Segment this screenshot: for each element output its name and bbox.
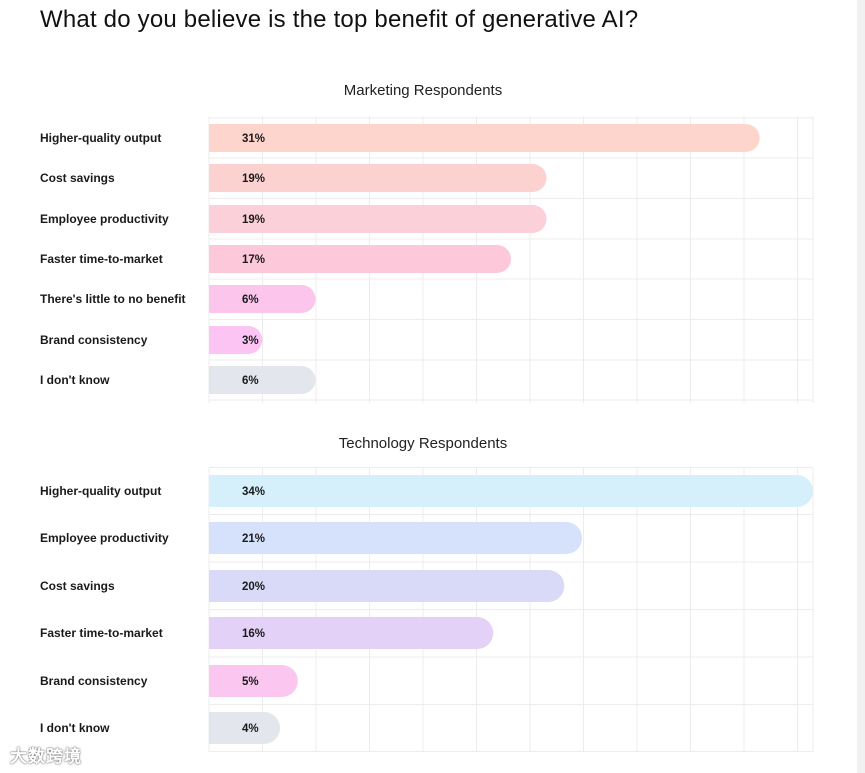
bar	[209, 712, 281, 744]
right-edge-strip	[857, 0, 865, 773]
data-label: 6%	[242, 294, 259, 306]
bar	[209, 475, 813, 507]
bar-left-cap	[209, 570, 225, 602]
bar	[209, 245, 511, 273]
category-label: There's little to no benefit	[40, 292, 186, 306]
chart-title: Technology Respondents	[339, 435, 507, 452]
bar-left-cap	[209, 205, 223, 233]
bar-left-cap	[209, 326, 223, 354]
bar	[209, 285, 316, 313]
data-label: 34%	[242, 486, 265, 498]
chart-2: Technology Respondents Higher-quality out…	[40, 435, 814, 752]
data-label: 21%	[242, 533, 265, 545]
data-label: 5%	[242, 676, 259, 688]
bar	[209, 665, 298, 697]
category-label: I don't know	[40, 373, 110, 387]
category-label: Higher-quality output	[40, 484, 161, 498]
data-label: 4%	[242, 723, 259, 735]
bar	[209, 205, 547, 233]
bar	[209, 366, 316, 394]
category-label: Higher-quality output	[40, 131, 161, 145]
bar-left-cap	[209, 617, 225, 649]
chart-1-grid	[208, 116, 814, 403]
page-title: What do you believe is the top benefit o…	[40, 6, 639, 33]
bar	[209, 570, 565, 602]
chart-1: Marketing Respondents Higher-quality outp…	[40, 82, 814, 403]
bar	[209, 522, 583, 554]
bar-left-cap	[209, 366, 223, 394]
data-label: 16%	[242, 628, 265, 640]
bar-left-cap	[209, 245, 223, 273]
category-label: Brand consistency	[40, 333, 148, 347]
bar-left-cap	[209, 712, 225, 744]
bar-left-cap	[209, 164, 223, 192]
data-label: 31%	[242, 133, 265, 145]
data-label: 17%	[242, 254, 265, 266]
chart-title: Marketing Respondents	[344, 82, 502, 99]
chart-2-grid	[208, 467, 814, 752]
category-label: Brand consistency	[40, 674, 148, 688]
category-label: Cost savings	[40, 171, 115, 185]
bar	[209, 164, 547, 192]
category-label: Faster time-to-market	[40, 252, 163, 266]
category-label: Employee productivity	[40, 531, 169, 545]
category-label: Faster time-to-market	[40, 626, 163, 640]
bar-left-cap	[209, 475, 225, 507]
data-label: 3%	[242, 335, 259, 347]
bar-left-cap	[209, 285, 223, 313]
category-label: Cost savings	[40, 579, 115, 593]
category-label: I don't know	[40, 721, 110, 735]
data-label: 19%	[242, 214, 265, 226]
bar-left-cap	[209, 124, 223, 152]
watermark: 大数跨境	[10, 747, 82, 767]
data-label: 20%	[242, 581, 265, 593]
bar-left-cap	[209, 665, 225, 697]
bar-left-cap	[209, 522, 225, 554]
bar	[209, 617, 494, 649]
category-label: Employee productivity	[40, 212, 169, 226]
bar	[209, 124, 760, 152]
data-label: 19%	[242, 173, 265, 185]
data-label: 6%	[242, 375, 259, 387]
